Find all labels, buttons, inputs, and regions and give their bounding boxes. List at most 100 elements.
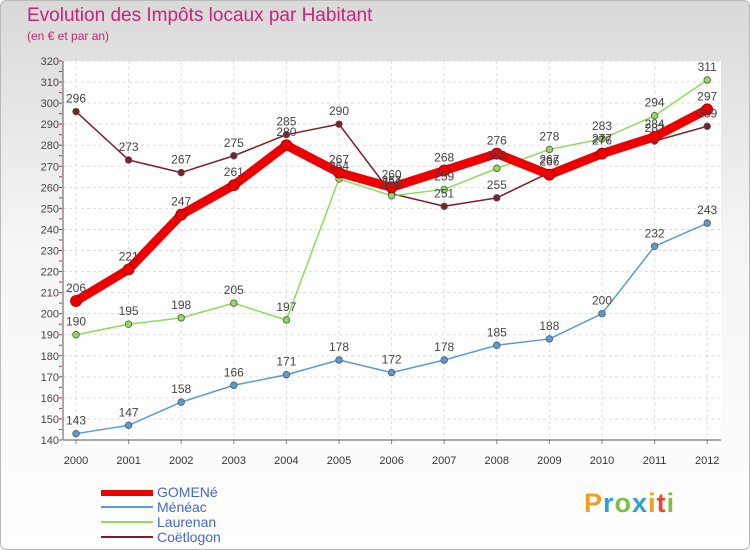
data-label-coetlogon: 290: [329, 104, 349, 118]
data-label-coetlogon: 282: [645, 121, 665, 135]
data-point-laurenan: [282, 316, 291, 324]
data-label-meneac: 171: [276, 355, 296, 369]
data-label-coetlogon: 267: [539, 153, 559, 167]
data-point-gomene: [490, 147, 503, 160]
data-label-meneac: 143: [66, 414, 86, 428]
data-point-meneac: [177, 398, 185, 406]
x-tick-label: 2006: [379, 455, 403, 467]
y-tick-label: 180: [41, 351, 59, 363]
data-point-gomene: [438, 164, 451, 177]
data-label-meneac: 200: [592, 294, 612, 308]
data-point-laurenan: [598, 135, 606, 143]
x-tick-label: 2012: [695, 455, 719, 467]
data-label-laurenan: 278: [539, 129, 559, 143]
logo-letter: i: [666, 488, 676, 518]
data-point-meneac: [282, 371, 291, 379]
data-label-coetlogon: 296: [66, 92, 86, 106]
data-label-meneac: 243: [697, 203, 717, 217]
data-label-coetlogon: 267: [171, 153, 191, 167]
data-point-meneac: [703, 219, 711, 227]
y-tick-label: 200: [41, 309, 59, 321]
data-point-gomene: [70, 295, 82, 307]
data-label-gomene: 276: [487, 134, 507, 148]
data-label-gomene: 276: [592, 134, 612, 148]
data-point-coetlogon: [177, 168, 185, 177]
data-point-gomene: [333, 166, 345, 179]
data-point-gomene: [280, 139, 293, 152]
data-label-gomene: 267: [329, 153, 349, 167]
data-point-laurenan: [72, 331, 80, 339]
x-tick-label: 2000: [64, 455, 88, 467]
y-tick-label: 320: [41, 56, 59, 68]
x-tick-label: 2005: [327, 455, 351, 467]
data-point-meneac: [440, 356, 448, 364]
data-point-coetlogon: [335, 120, 343, 128]
data-point-laurenan: [650, 112, 659, 120]
data-point-gomene: [543, 168, 556, 181]
data-point-meneac: [493, 341, 501, 349]
x-tick-label: 2008: [485, 455, 509, 467]
legend-item-meneac: Ménéac: [101, 499, 301, 515]
data-label-laurenan: 311: [698, 60, 717, 74]
data-label-gomene: 280: [276, 125, 296, 139]
data-label-meneac: 147: [119, 405, 139, 419]
data-label-gomene: 261: [224, 165, 244, 179]
data-point-gomene: [385, 181, 398, 194]
legend-item-coetlogon: Coëtlogon: [101, 529, 301, 545]
data-label-meneac: 172: [382, 353, 402, 367]
logo-letter: P: [584, 488, 604, 518]
data-label-meneac: 158: [171, 382, 191, 396]
data-point-gomene: [596, 147, 608, 160]
data-point-meneac: [335, 356, 343, 364]
data-label-coetlogon: 277: [592, 132, 612, 146]
y-tick-label: 150: [41, 414, 59, 426]
logo-letter: r: [603, 488, 615, 518]
y-tick-label: 140: [41, 435, 59, 447]
data-label-laurenan: 259: [434, 169, 454, 183]
data-point-gomene: [175, 208, 188, 221]
legend-swatch-laurenan: [101, 521, 153, 523]
legend-swatch-gomene: [101, 490, 153, 496]
data-label-coetlogon: 255: [487, 178, 507, 192]
data-label-meneac: 166: [224, 365, 244, 379]
data-label-laurenan: 256: [382, 176, 402, 190]
data-label-gomene: 268: [434, 150, 454, 164]
x-tick-label: 2010: [590, 455, 614, 467]
data-point-coetlogon: [124, 156, 133, 164]
logo-letter: x: [632, 488, 649, 518]
x-tick-label: 2003: [222, 455, 246, 467]
data-label-meneac: 232: [645, 226, 665, 240]
data-point-gomene: [227, 179, 240, 192]
data-point-meneac: [230, 381, 238, 389]
data-label-laurenan: 283: [592, 119, 612, 133]
data-point-laurenan: [493, 164, 501, 173]
data-point-meneac: [598, 309, 606, 318]
legend-label-coetlogon: Coëtlogon: [157, 529, 221, 545]
y-tick-label: 280: [41, 140, 59, 152]
legend-swatch-meneac: [101, 506, 153, 508]
data-point-coetlogon: [703, 122, 711, 130]
data-label-laurenan: 205: [224, 283, 244, 297]
y-tick-label: 230: [41, 246, 59, 258]
data-point-gomene: [122, 263, 135, 276]
y-tick-label: 260: [41, 182, 59, 194]
y-tick-label: 310: [41, 77, 59, 89]
legend-label-meneac: Ménéac: [157, 499, 207, 515]
data-label-laurenan: 294: [645, 96, 665, 110]
chart-legend: GOMENé Ménéac Laurenan Coëtlogon: [101, 484, 301, 545]
data-label-laurenan: 269: [487, 148, 507, 162]
data-label-gomene: 260: [382, 167, 402, 181]
data-label-gomene: 221: [119, 249, 139, 263]
data-label-gomene: 284: [645, 117, 665, 131]
data-point-laurenan: [545, 145, 554, 154]
data-label-coetlogon: 273: [119, 140, 139, 154]
data-label-laurenan: 264: [329, 159, 349, 173]
y-tick-label: 300: [41, 98, 59, 110]
data-point-coetlogon: [493, 194, 501, 202]
x-tick-label: 2007: [432, 455, 456, 467]
data-point-laurenan: [177, 314, 185, 322]
data-point-gomene: [648, 130, 661, 143]
data-point-laurenan: [703, 76, 711, 84]
data-label-laurenan: 190: [66, 315, 86, 329]
